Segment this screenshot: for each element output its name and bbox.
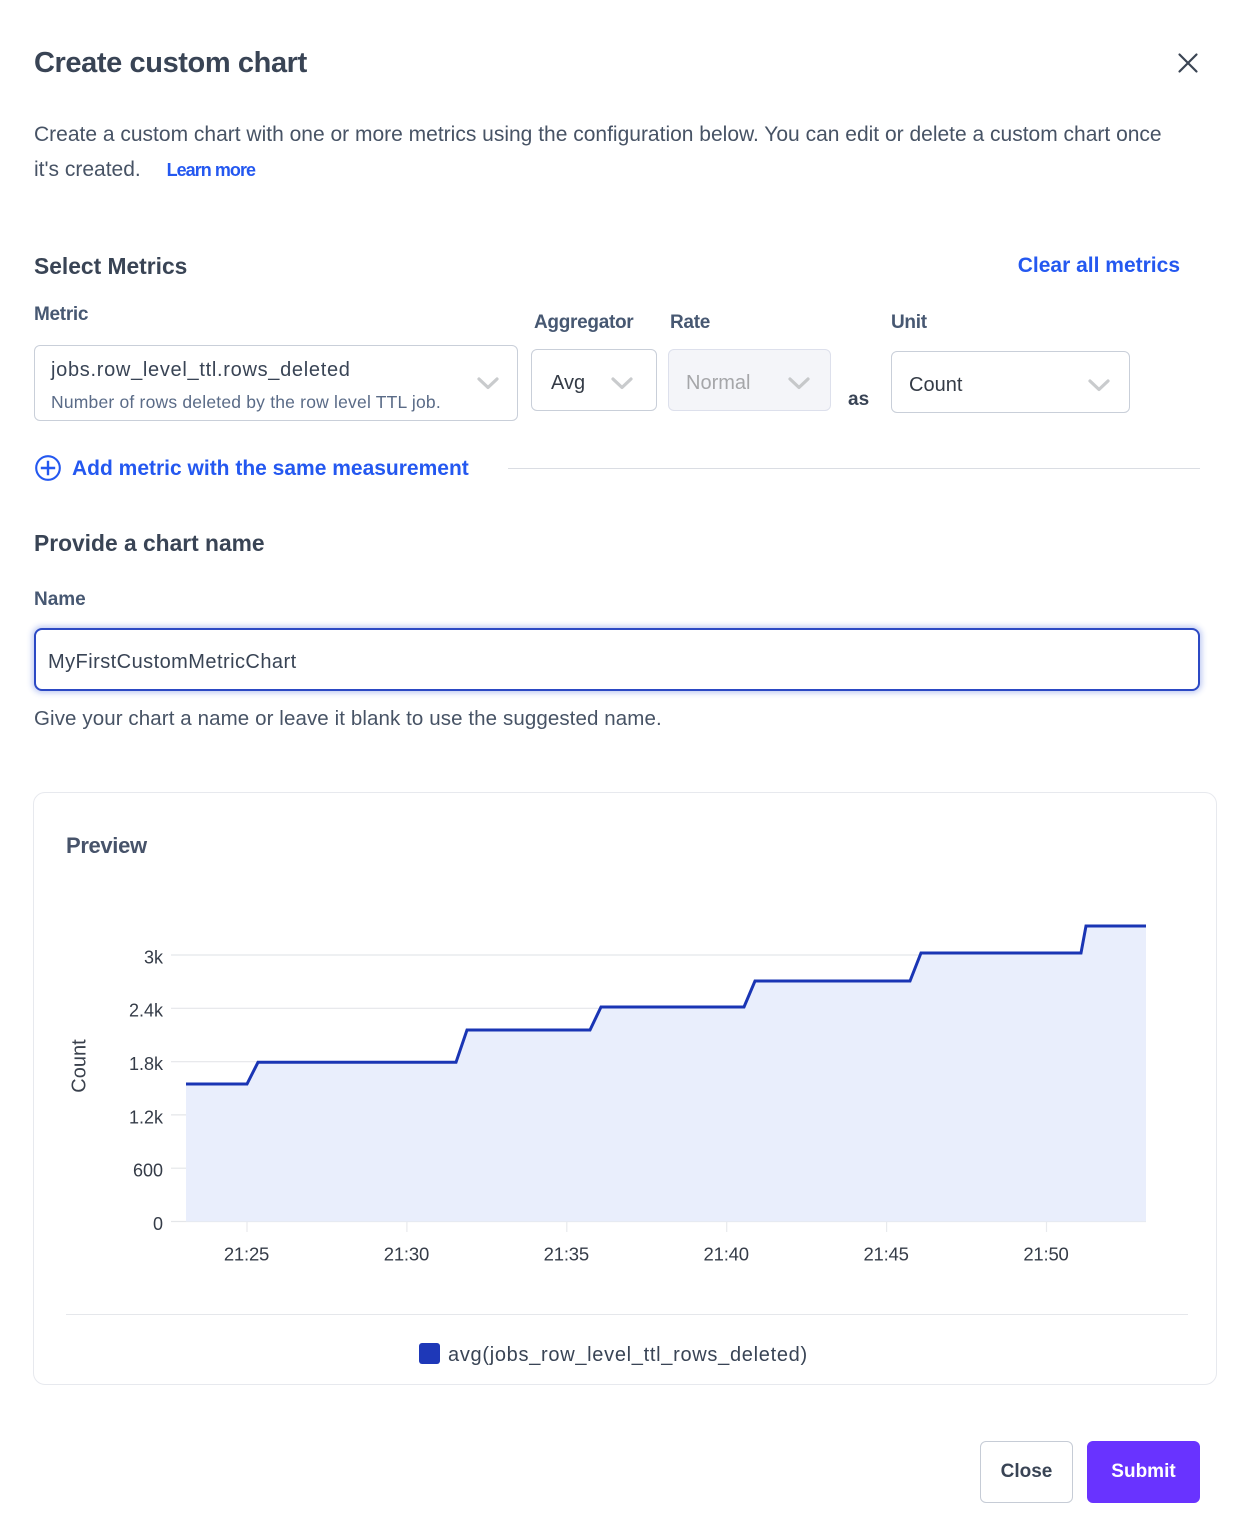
svg-text:21:30: 21:30 bbox=[384, 1244, 429, 1265]
svg-text:3k: 3k bbox=[144, 947, 164, 967]
svg-text:21:25: 21:25 bbox=[224, 1244, 269, 1265]
svg-text:1.8k: 1.8k bbox=[129, 1054, 164, 1074]
svg-text:2.4k: 2.4k bbox=[129, 1001, 164, 1021]
svg-text:21:40: 21:40 bbox=[704, 1244, 749, 1265]
svg-text:1.2k: 1.2k bbox=[129, 1107, 164, 1127]
svg-text:21:35: 21:35 bbox=[544, 1244, 589, 1265]
svg-text:21:45: 21:45 bbox=[863, 1244, 908, 1265]
svg-text:0: 0 bbox=[153, 1214, 163, 1234]
svg-text:21:50: 21:50 bbox=[1023, 1244, 1068, 1265]
svg-text:Count: Count bbox=[69, 1039, 91, 1093]
svg-text:600: 600 bbox=[133, 1161, 163, 1181]
